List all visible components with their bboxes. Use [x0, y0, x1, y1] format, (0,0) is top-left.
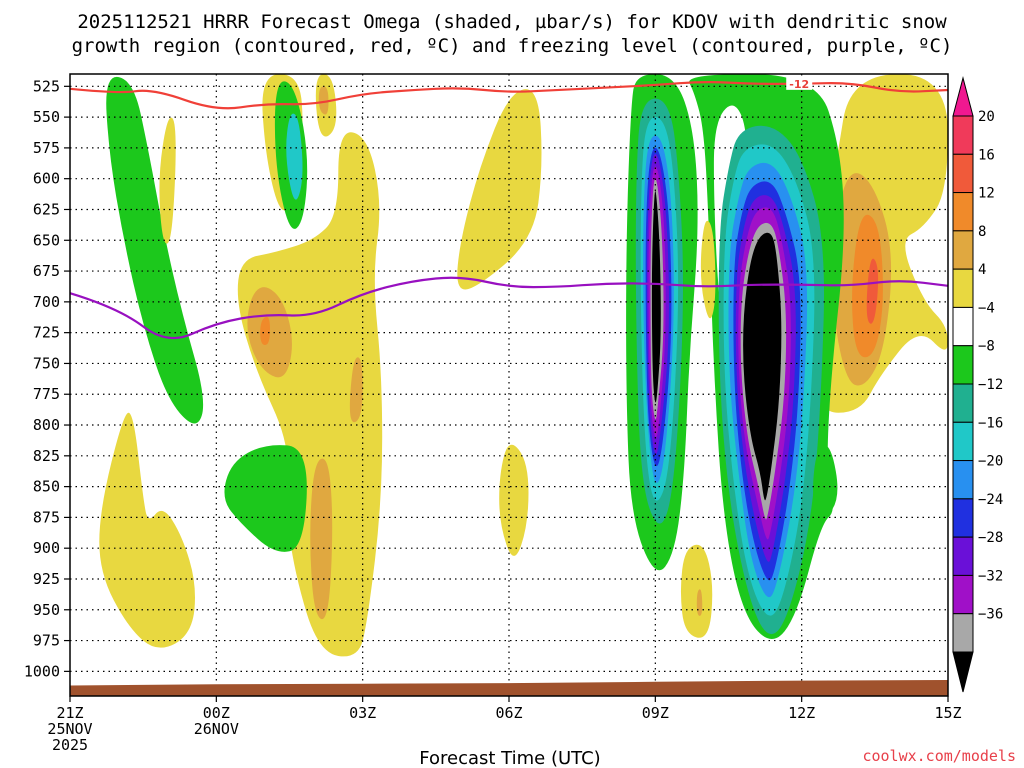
- y-tick-label: 625: [33, 200, 60, 218]
- colorbar-segment: [952, 268, 974, 308]
- y-tick-label: 825: [33, 447, 60, 465]
- y-tick-label: 650: [33, 231, 60, 249]
- omega-shading: [99, 74, 948, 657]
- colorbar-tick-label: −36: [978, 607, 1003, 623]
- colorbar-segment: [952, 345, 974, 385]
- x-tick-label: 03Z: [349, 704, 376, 722]
- y-tick-label: 1000: [24, 662, 60, 680]
- y-tick-label: 875: [33, 508, 60, 526]
- omega-region-7: [237, 132, 383, 657]
- colorbar-tick-label: −4: [978, 300, 995, 316]
- contour-lines: -12: [69, 76, 949, 340]
- omega-region-1: [159, 117, 176, 244]
- y-tick-label: 575: [33, 139, 60, 157]
- omega-region-40: [743, 232, 782, 501]
- colorbar-tick-label: 4: [978, 262, 986, 278]
- chart-title-line-1: 2025112521 HRRR Forecast Omega (shaded, …: [77, 11, 947, 33]
- omega-region-32: [651, 191, 661, 403]
- y-tick-label: 925: [33, 570, 60, 588]
- credit-text: coolwx.com/models: [862, 747, 1016, 765]
- x-tick-label: 25NOV: [47, 720, 92, 738]
- colorbar-bottom-arrow: [952, 651, 974, 693]
- colorbar-tick-label: −8: [978, 339, 995, 355]
- x-axis-label: Forecast Time (UTC): [419, 748, 600, 768]
- colorbar-segment: [952, 574, 974, 615]
- x-tick-label: 2025: [52, 736, 88, 754]
- omega-region-10: [310, 458, 333, 620]
- y-tick-label: 675: [33, 262, 60, 280]
- omega-region-14: [457, 89, 542, 290]
- x-tick-label: 21Z: [56, 704, 83, 722]
- colorbar-tick-label: −32: [978, 568, 1003, 584]
- contour-label: -12: [789, 78, 809, 91]
- x-tick-label: 15Z: [934, 704, 961, 722]
- colorbar-top-arrow: [952, 76, 974, 117]
- colorbar-segment: [952, 115, 974, 155]
- colorbar-segment: [952, 536, 974, 576]
- colorbar-segment: [952, 306, 974, 347]
- x-tick-label: 26NOV: [194, 720, 239, 738]
- omega-region-23: [680, 544, 713, 638]
- omega-region-12: [224, 445, 307, 552]
- contour-label-bg: [786, 76, 813, 90]
- omega-region-13: [99, 412, 195, 648]
- colorbar-segment: [952, 383, 974, 423]
- plot-area: -12: [69, 73, 949, 697]
- y-tick-label: 950: [33, 601, 60, 619]
- y-tick-label: 725: [33, 324, 60, 342]
- colorbar-segment: [952, 498, 974, 538]
- freezing-level-contour: [69, 276, 949, 340]
- y-tick-label: 525: [33, 77, 60, 95]
- colorbar-tick-label: −16: [978, 415, 1003, 431]
- colorbar-tick-label: 12: [978, 186, 995, 202]
- x-tick-label: 00Z: [203, 704, 230, 722]
- colorbar-tick-label: −20: [978, 454, 1003, 470]
- x-tick-label: 09Z: [642, 704, 669, 722]
- y-axis-pressure-ticks: 525 550 575 600 625 650 675 700 725 750 775 800 825 8…: [24, 77, 70, 680]
- y-tick-label: 800: [33, 416, 60, 434]
- y-tick-label: 700: [33, 293, 60, 311]
- x-tick-label: 06Z: [495, 704, 522, 722]
- omega-region-6: [318, 86, 329, 115]
- colorbar-tick-label: −24: [978, 492, 1003, 508]
- colorbar-segment: [952, 230, 974, 270]
- terrain-fill: [70, 680, 948, 696]
- omega-region-18: [852, 214, 883, 358]
- colorbar-segment: [952, 192, 974, 232]
- colorbar-segment: [952, 421, 974, 462]
- y-tick-label: 550: [33, 108, 60, 126]
- omega-region-11: [349, 357, 363, 423]
- x-tick-label: 12Z: [788, 704, 815, 722]
- y-tick-label: 750: [33, 354, 60, 372]
- omega-region-42: [700, 220, 716, 319]
- colorbar-segment: [952, 613, 974, 653]
- chart-title-line-2: growth region (contoured, red, ºC) and f…: [72, 35, 953, 57]
- colorbar-tick-label: 8: [978, 224, 986, 240]
- omega-region-24: [696, 589, 703, 616]
- omega-region-9: [260, 316, 270, 345]
- omega-region-19: [866, 258, 879, 324]
- colorbar-segment: [952, 460, 974, 500]
- colorbar-legend: 20 16 12 8 4 −4 −8 −12 −16 −20 −24 −28 −32 −36: [952, 76, 1003, 693]
- y-tick-label: 975: [33, 632, 60, 650]
- colorbar-tick-label: −28: [978, 530, 1003, 546]
- y-tick-label: 600: [33, 170, 60, 188]
- colorbar-tick-label: 20: [978, 109, 995, 125]
- omega-region-41: [813, 445, 838, 518]
- colorbar-tick-label: 16: [978, 147, 995, 163]
- y-tick-label: 850: [33, 478, 60, 496]
- dendritic-growth-contour: [69, 81, 949, 110]
- omega-region-15: [499, 444, 529, 556]
- y-tick-label: 775: [33, 385, 60, 403]
- colorbar-tick-label: −12: [978, 377, 1003, 393]
- colorbar-segment: [952, 153, 974, 194]
- y-tick-label: 900: [33, 539, 60, 557]
